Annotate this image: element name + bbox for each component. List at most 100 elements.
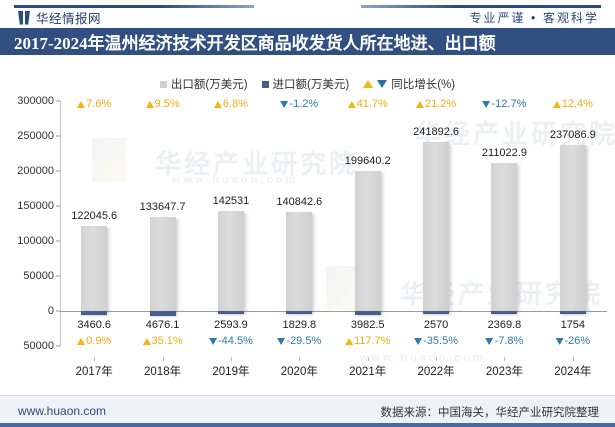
triangle-up-icon bbox=[142, 337, 151, 345]
legend-item-export[interactable]: 出口额(万美元) bbox=[159, 76, 248, 92]
triangle-down-icon bbox=[377, 80, 388, 88]
y-axis-line bbox=[60, 101, 61, 346]
y-axis-tick-label: 0 bbox=[47, 305, 54, 317]
x-axis-tick bbox=[504, 357, 506, 361]
growth-value-export: 9.5% bbox=[154, 98, 180, 110]
triangle-down-icon bbox=[414, 337, 423, 345]
bar-value-label-import: 2593.9 bbox=[214, 319, 248, 331]
y-axis-tick-label: 300000 bbox=[17, 95, 54, 107]
bar-export[interactable] bbox=[354, 171, 381, 311]
bar-export[interactable] bbox=[286, 212, 313, 311]
y-axis-tick bbox=[56, 170, 61, 172]
header-tagline: 专业严谨 ● 客观科学 bbox=[469, 9, 599, 26]
bar-value-label-export: 241892.6 bbox=[413, 125, 460, 138]
bar-value-label-import: 1754 bbox=[560, 319, 586, 331]
growth-value-export: -12.7% bbox=[491, 98, 527, 110]
triangle-down-icon bbox=[485, 337, 494, 345]
plot-area: 华经产业研究院 www.huaon.com 华经产业研究院 华经产业研究院 ww… bbox=[0, 95, 615, 386]
chart-title-band: 2017-2024年温州经济技术开发区商品收发货人所在地进、出口额 bbox=[0, 28, 615, 55]
bar-export[interactable] bbox=[423, 141, 450, 311]
x-axis-line bbox=[60, 311, 607, 312]
page-footer: www.huaon.com 数据来源：中国海关，华经产业研究院整理 bbox=[0, 395, 615, 427]
y-axis-tick bbox=[56, 240, 61, 242]
chart-category-group: 122045.6 7.6% 3460.6 0.9% 2017年 bbox=[60, 96, 128, 378]
growth-value-export: 6.8% bbox=[222, 98, 248, 110]
growth-marker-export: 6.8% bbox=[213, 98, 248, 110]
triangle-up-icon bbox=[363, 80, 374, 88]
bar-value-label-export: 237086.9 bbox=[549, 129, 596, 142]
bar-export[interactable] bbox=[559, 145, 586, 311]
y-axis-tick-label: 200000 bbox=[17, 165, 54, 177]
bar-import[interactable] bbox=[217, 311, 244, 314]
x-axis-tick bbox=[367, 357, 369, 361]
growth-value-import: 117.7% bbox=[353, 335, 391, 347]
x-axis-tick bbox=[299, 357, 301, 361]
growth-value-import: -35.5% bbox=[423, 335, 458, 347]
bar-value-label-export: 133647.7 bbox=[139, 201, 186, 214]
triangle-down-icon bbox=[280, 100, 289, 108]
bar-export[interactable] bbox=[149, 217, 176, 311]
growth-marker-export: 21.2% bbox=[415, 98, 456, 110]
page-title: 2017-2024年温州经济技术开发区商品收发货人所在地进、出口额 bbox=[14, 34, 496, 53]
y-axis-tick bbox=[56, 100, 61, 102]
x-axis-tick-label: 2023年 bbox=[485, 366, 523, 378]
y-axis-tick-label: 50000 bbox=[23, 270, 54, 282]
bar-value-label-import: 3982.5 bbox=[350, 319, 385, 331]
chart-category-group: 199640.2 41.7% 3982.5 117.7% 2021年 bbox=[334, 96, 402, 378]
x-axis-tick-label: 2019年 bbox=[212, 366, 250, 378]
header-rule-left bbox=[14, 5, 254, 8]
y-axis-tick bbox=[56, 135, 61, 137]
x-axis-tick bbox=[572, 357, 574, 361]
growth-marker-export: 12.4% bbox=[552, 98, 593, 110]
legend-label-export: 出口额(万美元) bbox=[170, 79, 248, 91]
bar-value-label-import: 1829.8 bbox=[282, 319, 317, 331]
chart-category-group: 140842.6 -1.2% 1829.8 -29.5% 2020年 bbox=[265, 96, 333, 378]
chart-category-group: 211022.9 -12.7% 2369.8 -7.8% 2023年 bbox=[470, 96, 538, 378]
x-axis-tick bbox=[162, 357, 164, 361]
bar-import[interactable] bbox=[81, 311, 108, 315]
header-rule-right bbox=[361, 5, 601, 8]
triangle-down-icon bbox=[277, 337, 286, 345]
bar-export[interactable] bbox=[81, 225, 108, 311]
bar-export[interactable] bbox=[217, 211, 244, 311]
growth-marker-import: 0.9% bbox=[77, 335, 111, 347]
brand-header: 华经情报网 专业严谨 ● 客观科学 bbox=[0, 0, 615, 28]
growth-marker-import: -29.5% bbox=[277, 335, 321, 347]
legend-label-import: 进口额(万美元) bbox=[272, 79, 350, 91]
bar-export[interactable] bbox=[491, 163, 518, 311]
triangle-up-icon bbox=[77, 100, 86, 108]
growth-marker-import: -35.5% bbox=[414, 335, 458, 347]
bar-group: 122045.6 7.6% 3460.6 0.9% 2017年 133647.7 9.5% 4… bbox=[60, 96, 607, 378]
growth-value-export: 41.7% bbox=[356, 98, 388, 110]
x-axis-tick-label: 2017年 bbox=[75, 366, 113, 378]
legend-item-growth[interactable]: 同比增长(%) bbox=[363, 76, 455, 92]
growth-marker-export: 9.5% bbox=[145, 98, 180, 110]
legend-item-import[interactable]: 进口额(万美元) bbox=[261, 76, 350, 92]
growth-value-export: -1.2% bbox=[289, 98, 319, 110]
bar-value-label-import: 2570 bbox=[423, 319, 449, 331]
bar-import[interactable] bbox=[354, 311, 381, 316]
bar-import[interactable] bbox=[286, 311, 313, 314]
chart-category-group: 142531 6.8% 2593.9 -44.5% 2019年 bbox=[197, 96, 265, 378]
triangle-down-icon bbox=[209, 337, 218, 345]
y-axis-tick-label: 150000 bbox=[17, 200, 54, 212]
y-axis-labels: 300000 250000 200000 150000 100000 50000 0 5000… bbox=[0, 95, 54, 352]
bar-value-label-export: 211022.9 bbox=[481, 147, 527, 160]
growth-value-import: -26% bbox=[564, 335, 591, 347]
y-axis-tick-label: 100000 bbox=[17, 235, 54, 247]
triangle-up-icon bbox=[347, 100, 356, 108]
growth-value-import: -29.5% bbox=[286, 335, 322, 347]
growth-marker-import: 117.7% bbox=[344, 335, 391, 347]
bar-import[interactable] bbox=[149, 311, 176, 317]
triangle-up-icon bbox=[344, 337, 353, 345]
site-logo[interactable]: 华经情报网 bbox=[18, 8, 101, 27]
bar-import[interactable] bbox=[491, 311, 518, 314]
bar-import[interactable] bbox=[423, 311, 450, 314]
bar-import[interactable] bbox=[559, 311, 586, 314]
growth-marker-import: -7.8% bbox=[485, 335, 523, 347]
footer-url[interactable]: www.huaon.com bbox=[18, 404, 107, 418]
growth-value-import: 35.1% bbox=[151, 335, 183, 347]
triangle-up-icon bbox=[213, 100, 222, 108]
triangle-up-icon bbox=[145, 100, 154, 108]
